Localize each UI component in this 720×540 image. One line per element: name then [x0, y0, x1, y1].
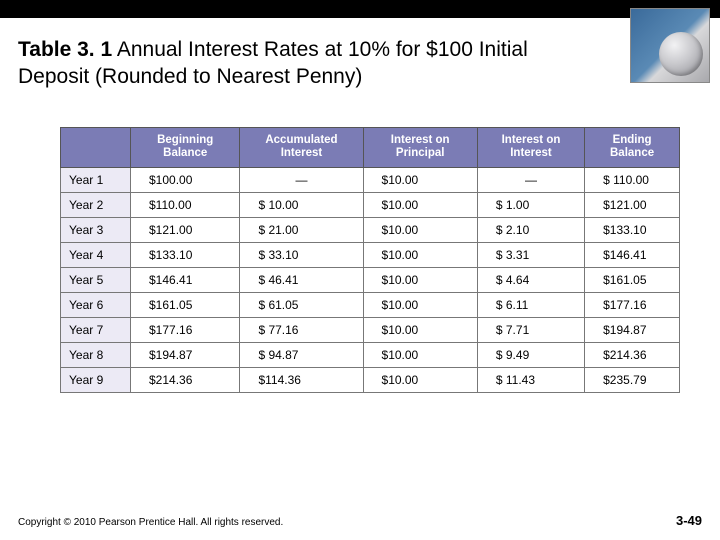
table-cell: — [240, 168, 363, 193]
table-cell: Year 1 [61, 168, 131, 193]
slide-top-bar [0, 0, 720, 18]
table-row: Year 2$110.00$ 10.00$10.00$ 1.00$121.00 [61, 193, 680, 218]
table-cell: $146.41 [131, 268, 240, 293]
table-cell: Year 8 [61, 343, 131, 368]
table-cell: $ 11.43 [477, 368, 584, 393]
table-cell: $ 94.87 [240, 343, 363, 368]
table-cell: $10.00 [363, 293, 477, 318]
table-cell: $10.00 [363, 218, 477, 243]
col-ending-balance: Ending Balance [585, 127, 680, 168]
table-cell: Year 6 [61, 293, 131, 318]
table-cell: $10.00 [363, 368, 477, 393]
table-row: Year 4$133.10$ 33.10$10.00$ 3.31$146.41 [61, 243, 680, 268]
table-cell: $133.10 [131, 243, 240, 268]
table-cell: $214.36 [131, 368, 240, 393]
table-cell: $100.00 [131, 168, 240, 193]
table-cell: $235.79 [585, 368, 680, 393]
table-cell: $10.00 [363, 343, 477, 368]
table-cell: $ 33.10 [240, 243, 363, 268]
table-row: Year 6$161.05$ 61.05$10.00$ 6.11$177.16 [61, 293, 680, 318]
table-cell: $146.41 [585, 243, 680, 268]
table-cell: $10.00 [363, 268, 477, 293]
table-cell: $10.00 [363, 193, 477, 218]
table-cell: $161.05 [585, 268, 680, 293]
col-interest-on-principal: Interest on Principal [363, 127, 477, 168]
table-cell: $ 21.00 [240, 218, 363, 243]
table-cell: $10.00 [363, 243, 477, 268]
table-cell: $114.36 [240, 368, 363, 393]
interest-table: Beginning Balance Accumulated Interest I… [60, 127, 680, 394]
table-cell: $ 110.00 [585, 168, 680, 193]
table-cell: $ 3.31 [477, 243, 584, 268]
table-cell: $194.87 [585, 318, 680, 343]
table-row: Year 9$214.36$114.36$10.00$ 11.43$235.79 [61, 368, 680, 393]
table-header-row: Beginning Balance Accumulated Interest I… [61, 127, 680, 168]
table-row: Year 8$194.87$ 94.87$10.00$ 9.49$214.36 [61, 343, 680, 368]
table-cell: $10.00 [363, 168, 477, 193]
header-blank [61, 127, 131, 168]
table-cell: Year 2 [61, 193, 131, 218]
title-bold: Table 3. 1 [18, 38, 112, 61]
table-row: Year 7$177.16$ 77.16$10.00$ 7.71$194.87 [61, 318, 680, 343]
table-cell: $214.36 [585, 343, 680, 368]
table-cell: $ 1.00 [477, 193, 584, 218]
corner-decorative-image [630, 8, 710, 83]
table-cell: $177.16 [585, 293, 680, 318]
table-cell: $10.00 [363, 318, 477, 343]
footer: Copyright © 2010 Pearson Prentice Hall. … [18, 513, 702, 528]
table-row: Year 5$146.41$ 46.41$10.00$ 4.64$161.05 [61, 268, 680, 293]
table-cell: $ 4.64 [477, 268, 584, 293]
table-cell: $121.00 [585, 193, 680, 218]
table-cell: — [477, 168, 584, 193]
table-cell: $ 46.41 [240, 268, 363, 293]
copyright-text: Copyright © 2010 Pearson Prentice Hall. … [18, 517, 283, 528]
table-cell: $ 6.11 [477, 293, 584, 318]
table-cell: Year 5 [61, 268, 131, 293]
table-cell: $194.87 [131, 343, 240, 368]
table-cell: Year 7 [61, 318, 131, 343]
table-cell: $133.10 [585, 218, 680, 243]
table-cell: $ 61.05 [240, 293, 363, 318]
table-cell: $177.16 [131, 318, 240, 343]
table-cell: $ 2.10 [477, 218, 584, 243]
table-cell: Year 9 [61, 368, 131, 393]
table-cell: $121.00 [131, 218, 240, 243]
table-cell: Year 4 [61, 243, 131, 268]
table-row: Year 3$121.00$ 21.00$10.00$ 2.10$133.10 [61, 218, 680, 243]
table-row: Year 1$100.00—$10.00—$ 110.00 [61, 168, 680, 193]
table-cell: Year 3 [61, 218, 131, 243]
col-interest-on-interest: Interest on Interest [477, 127, 584, 168]
table-cell: $ 9.49 [477, 343, 584, 368]
table-cell: $ 77.16 [240, 318, 363, 343]
table-cell: $ 7.71 [477, 318, 584, 343]
table-cell: $110.00 [131, 193, 240, 218]
page-number: 3-49 [676, 513, 702, 528]
col-accumulated-interest: Accumulated Interest [240, 127, 363, 168]
table-cell: $161.05 [131, 293, 240, 318]
table-cell: $ 10.00 [240, 193, 363, 218]
table-container: Beginning Balance Accumulated Interest I… [0, 99, 720, 394]
title-block: Table 3. 1 Annual Interest Rates at 10% … [0, 18, 720, 99]
col-beginning-balance: Beginning Balance [131, 127, 240, 168]
